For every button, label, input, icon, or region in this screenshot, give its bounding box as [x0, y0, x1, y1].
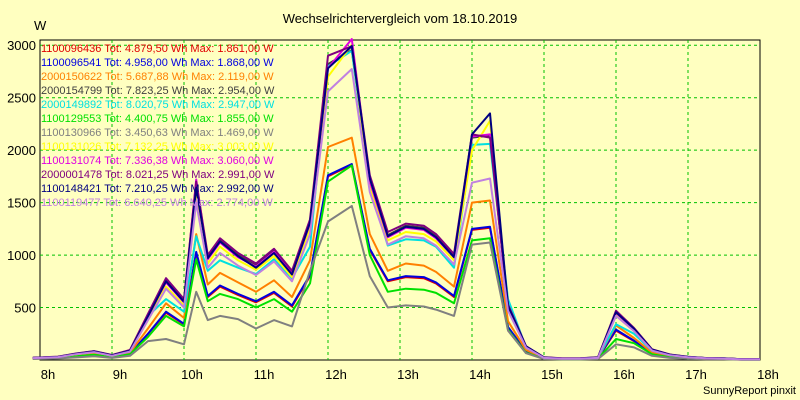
y-tick-label: 1500 — [7, 196, 36, 211]
y-tick-label: 3000 — [7, 38, 36, 53]
x-tick-label: 8h — [41, 367, 55, 382]
legend-entry: 1100119477 Tot: 6.640,25 Wh Max: 2.774,0… — [41, 197, 273, 209]
series-line — [32, 136, 760, 361]
legend-entry: 1100129553 Tot: 4.400,75 Wh Max: 1.855,0… — [41, 113, 274, 125]
x-tick-label: 17h — [685, 367, 707, 382]
series-line — [32, 163, 760, 361]
legend-entry: 2000001478 Tot: 8.021,25 Wh Max: 2.991,0… — [41, 169, 275, 181]
series-line — [32, 164, 760, 361]
legend-entry: 2000154799 Tot: 7.823,25 Wh Max: 2.954,0… — [41, 85, 275, 97]
x-tick-label: 14h — [469, 367, 491, 382]
legend-entry: 1100096436 Tot: 4.879,50 Wh Max: 1.861,0… — [41, 43, 274, 55]
legend-entry: 1100096541 Tot: 4.958,00 Wh Max: 1.868,0… — [41, 57, 274, 69]
legend-entry: 2000149892 Tot: 8.020,75 Wh Max: 2.947,0… — [41, 99, 275, 111]
legend-entry: 1100131026 Tot: 7.132,25 Wh Max: 3.003,0… — [41, 141, 274, 153]
legend-entry: 2000150622 Tot: 5.687,88 Wh Max: 2.119,0… — [41, 71, 274, 83]
chart-title: Wechselrichtervergleich vom 18.10.2019 — [283, 11, 518, 26]
y-tick-label: 2500 — [7, 91, 36, 106]
legend-entry: 1100130966 Tot: 3.450,63 Wh Max: 1.469,0… — [41, 127, 274, 139]
x-tick-label: 9h — [113, 367, 127, 382]
x-tick-label: 15h — [541, 367, 563, 382]
x-tick-label: 12h — [325, 367, 347, 382]
x-tick-label: 18h — [757, 367, 779, 382]
x-tick-label: 11h — [254, 367, 275, 382]
x-tick-label: 10h — [181, 367, 203, 382]
legend-entry: 1100148421 Tot: 7.210,25 Wh Max: 2.992,0… — [41, 183, 274, 195]
y-tick-label: 1000 — [7, 248, 36, 263]
footer-credit: SunnyReport pinxit — [703, 385, 796, 397]
series-line — [32, 49, 760, 361]
legend: 1100096436 Tot: 4.879,50 Wh Max: 1.861,0… — [41, 43, 275, 209]
y-tick-label: 500 — [14, 301, 36, 316]
series-line — [32, 204, 760, 361]
y-tick-labels: 500 1000 1500 2000 2500 3000 — [7, 38, 36, 315]
y-tick-label: 2000 — [7, 143, 36, 158]
series-line — [32, 45, 760, 361]
y-axis-label: W — [34, 18, 47, 33]
x-tick-label: 16h — [613, 367, 635, 382]
series-lines — [32, 38, 760, 361]
series-line — [32, 68, 760, 361]
x-tick-label: 13h — [397, 367, 419, 382]
legend-entry: 1100131074 Tot: 7.336,38 Wh Max: 3.060,0… — [41, 155, 274, 167]
x-tick-labels: 8h 9h 10h 11h 12h 13h 14h 15h 16h 17h 18h — [41, 367, 779, 382]
